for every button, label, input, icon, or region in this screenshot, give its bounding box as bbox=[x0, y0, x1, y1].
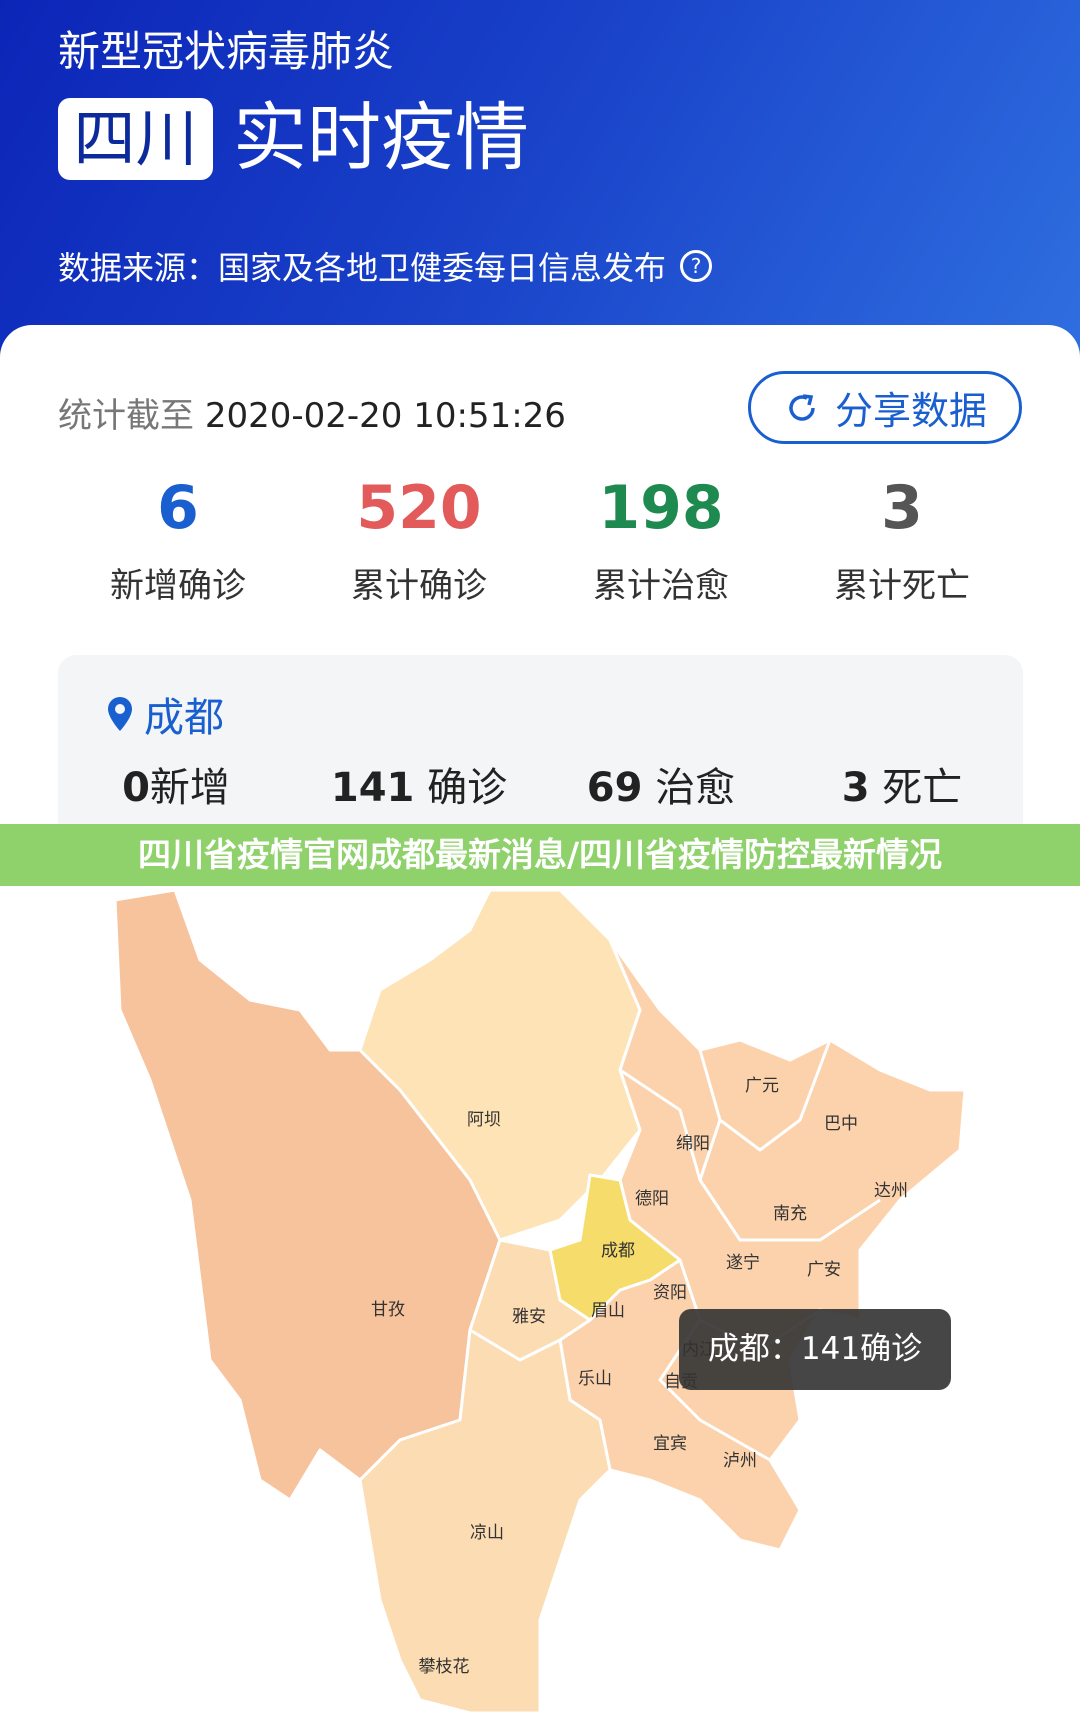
city-name: 成都 bbox=[144, 695, 224, 741]
sichuan-map[interactable]: 阿坝甘孜广元巴中绵阳达州德阳南充成都遂宁广安资阳雅安眉山内江乐山自贡宜宾泸州凉山… bbox=[0, 886, 1080, 1713]
timestamp-label: 统计截至 bbox=[58, 396, 194, 436]
label: 死亡 bbox=[882, 765, 963, 811]
headline-banner: 四川省疫情官网成都最新消息/四川省疫情防控最新情况 bbox=[0, 824, 1080, 886]
stat-total-confirmed: 520 累计确诊 bbox=[309, 472, 529, 607]
timestamp: 统计截至 2020-02-20 10:51:26 bbox=[58, 388, 566, 437]
map-label: 阿坝 bbox=[467, 1110, 501, 1130]
city-confirmed: 141 确诊 bbox=[309, 755, 529, 813]
city-new: 0新增 bbox=[66, 755, 286, 813]
map-label: 绵阳 bbox=[676, 1134, 710, 1154]
subtitle: 新型冠状病毒肺炎 bbox=[58, 27, 395, 76]
header-banner: 新型冠状病毒肺炎 四川 实时疫情 数据来源：国家及各地卫健委每日信息发布? bbox=[0, 0, 1080, 360]
map-label: 达州 bbox=[874, 1181, 908, 1201]
map-label: 南充 bbox=[773, 1204, 807, 1224]
map-label: 凉山 bbox=[470, 1523, 504, 1543]
page-title: 实时疫情 bbox=[233, 95, 529, 181]
map-label: 泸州 bbox=[723, 1451, 757, 1471]
region-badge[interactable]: 四川 bbox=[58, 98, 213, 180]
stat-label: 累计死亡 bbox=[834, 566, 970, 606]
share-label: 分享数据 bbox=[834, 389, 987, 433]
map-label: 甘孜 bbox=[371, 1300, 405, 1320]
source-text: 数据来源：国家及各地卫健委每日信息发布 bbox=[58, 249, 667, 287]
map-label: 德阳 bbox=[635, 1189, 669, 1209]
map-label: 雅安 bbox=[512, 1307, 546, 1327]
map-label: 攀枝花 bbox=[419, 1657, 470, 1677]
label: 治愈 bbox=[655, 765, 736, 811]
share-button[interactable]: 分享数据 bbox=[748, 371, 1022, 444]
location-pin-icon bbox=[108, 697, 132, 731]
map-label: 遂宁 bbox=[726, 1253, 760, 1273]
city-deaths: 3 死亡 bbox=[792, 755, 1012, 813]
map-label: 广元 bbox=[745, 1076, 779, 1096]
map-label: 资阳 bbox=[653, 1283, 687, 1303]
value: 69 bbox=[586, 765, 643, 811]
stat-value: 3 bbox=[881, 473, 923, 543]
stat-total-deaths: 3 累计死亡 bbox=[792, 472, 1012, 607]
question-circle-icon[interactable]: ? bbox=[680, 250, 713, 282]
stat-value: 6 bbox=[157, 473, 199, 543]
value: 141 bbox=[330, 765, 415, 811]
map-label: 眉山 bbox=[591, 1301, 625, 1321]
stat-total-cured: 198 累计治愈 bbox=[551, 472, 771, 607]
share-icon bbox=[789, 393, 815, 421]
value: 3 bbox=[841, 765, 870, 811]
stat-value: 198 bbox=[598, 473, 724, 543]
city-title: 成都 bbox=[106, 685, 224, 743]
stat-label: 累计治愈 bbox=[593, 566, 729, 606]
map-label: 成都 bbox=[601, 1241, 635, 1261]
label: 确诊 bbox=[427, 765, 508, 811]
map-label: 广安 bbox=[807, 1260, 841, 1280]
map-tooltip: 成都：141确诊 bbox=[679, 1309, 951, 1390]
map-label: 巴中 bbox=[824, 1114, 858, 1134]
stat-label: 累计确诊 bbox=[351, 566, 487, 606]
stat-value: 520 bbox=[356, 473, 482, 543]
city-cured: 69 治愈 bbox=[551, 755, 771, 813]
stat-label: 新增确诊 bbox=[110, 566, 246, 606]
map-label: 宜宾 bbox=[653, 1434, 687, 1454]
label: 新增 bbox=[149, 765, 230, 811]
data-source: 数据来源：国家及各地卫健委每日信息发布? bbox=[58, 243, 713, 289]
stat-new-confirmed: 6 新增确诊 bbox=[68, 472, 288, 607]
timestamp-value: 2020-02-20 10:51:26 bbox=[204, 396, 566, 436]
value: 0 bbox=[122, 765, 150, 811]
map-label: 乐山 bbox=[578, 1369, 612, 1389]
region-chengdu[interactable] bbox=[548, 1173, 682, 1322]
